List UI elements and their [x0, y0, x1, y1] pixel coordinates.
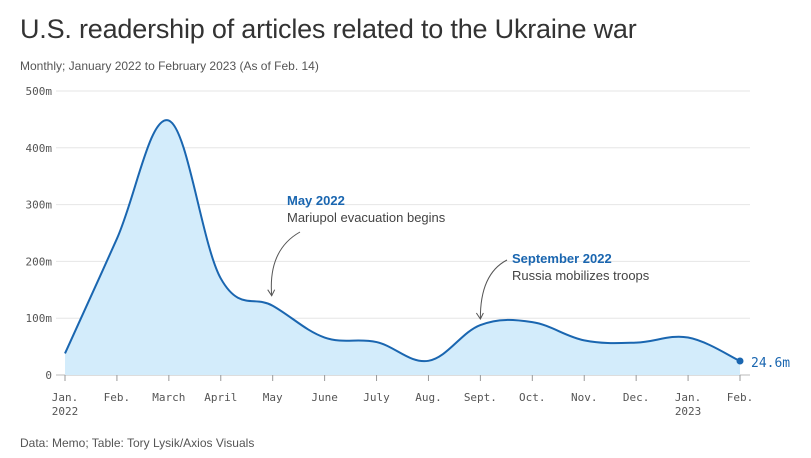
- data-point-11: [634, 341, 638, 345]
- data-point-7: [426, 359, 430, 363]
- annotation-arrow: [479, 259, 508, 320]
- annotation-0: May 2022 Mariupol evacuation begins: [267, 193, 446, 297]
- x-tick-label: Aug.: [415, 391, 442, 404]
- annotation-1: September 2022 Russia mobilizes troops: [475, 251, 650, 321]
- x-tick-label-year: 2022: [52, 405, 79, 418]
- x-tick-label: Feb.: [104, 391, 131, 404]
- data-point-12: [686, 336, 690, 340]
- y-tick-label: 200m: [26, 255, 53, 268]
- data-point-13: [738, 359, 742, 363]
- x-tick-label: March: [152, 391, 185, 404]
- data-point-4: [271, 304, 275, 308]
- annotation-arrowhead: [267, 289, 276, 297]
- x-tick-label: Jan.: [52, 391, 79, 404]
- data-point-6: [375, 340, 379, 344]
- y-axis-labels: 0 100m 200m 300m 400m 500m: [26, 85, 53, 382]
- x-tick-label: Oct.: [519, 391, 546, 404]
- end-point-marker: [736, 357, 744, 365]
- chart-title: U.S. readership of articles related to t…: [20, 14, 637, 44]
- area-fill: [65, 120, 740, 375]
- x-tick-label: May: [263, 391, 283, 404]
- end-value-label: 24.6m: [751, 356, 790, 371]
- x-tick-label: Nov.: [571, 391, 598, 404]
- y-tick-label: 300m: [26, 199, 53, 212]
- series-line: [64, 119, 741, 363]
- data-point-3: [219, 276, 223, 280]
- data-point-9: [530, 320, 534, 324]
- data-point-8: [478, 323, 482, 327]
- data-point-0: [63, 351, 67, 355]
- data-point-2: [167, 119, 171, 123]
- annotation-arrowhead: [475, 312, 484, 321]
- data-point-5: [323, 336, 327, 340]
- data-point-1: [115, 237, 119, 241]
- x-tick-label: Sept.: [464, 391, 497, 404]
- x-tick-label: July: [363, 391, 390, 404]
- annotation-title: May 2022: [287, 193, 345, 208]
- annotation-text: Mariupol evacuation begins: [287, 210, 446, 225]
- annotation-text: Russia mobilizes troops: [512, 268, 650, 283]
- x-tick-label: Feb.: [727, 391, 754, 404]
- end-point: 24.6m: [736, 356, 790, 371]
- y-tick-label: 0: [45, 369, 52, 382]
- y-tick-label: 500m: [26, 85, 53, 98]
- source-note: Data: Memo; Table: Tory Lysik/Axios Visu…: [20, 436, 255, 450]
- annotations: May 2022 Mariupol evacuation begins Septem…: [267, 193, 650, 321]
- chart-subtitle: Monthly; January 2022 to February 2023 (…: [20, 59, 319, 73]
- x-tick-label: Jan.: [675, 391, 702, 404]
- annotation-arrow: [270, 231, 301, 296]
- x-tick-label: Dec.: [623, 391, 650, 404]
- data-point-10: [582, 338, 586, 342]
- x-tick-label: June: [311, 391, 338, 404]
- annotation-title: September 2022: [512, 251, 612, 266]
- y-tick-label: 400m: [26, 142, 53, 155]
- y-tick-label: 100m: [26, 312, 53, 325]
- x-tick-label: April: [204, 391, 237, 404]
- x-tick-label-year: 2023: [675, 405, 702, 418]
